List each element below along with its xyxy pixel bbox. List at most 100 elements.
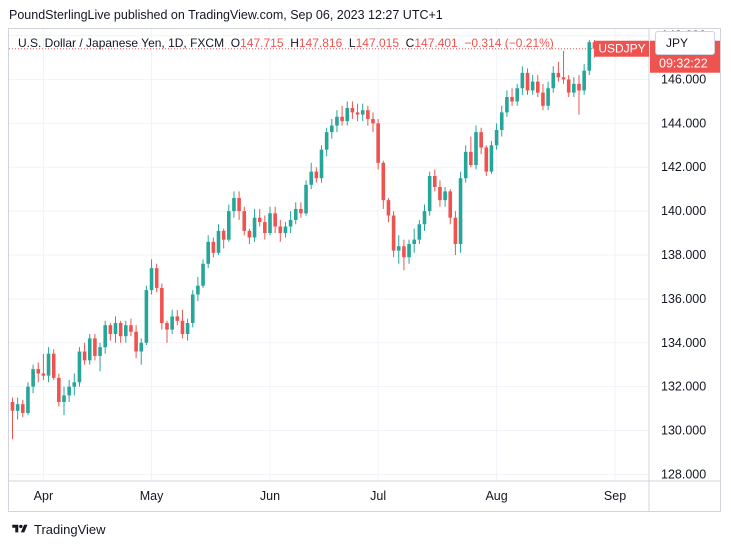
candle[interactable]: [113, 316, 118, 343]
candle[interactable]: [376, 118, 380, 170]
candle[interactable]: [77, 347, 82, 387]
candle[interactable]: [499, 105, 504, 137]
candle[interactable]: [546, 81, 550, 111]
candle[interactable]: [345, 101, 350, 126]
candle[interactable]: [257, 208, 262, 227]
candle[interactable]: [185, 318, 190, 341]
candle[interactable]: [479, 127, 483, 155]
candle[interactable]: [463, 145, 468, 183]
candle[interactable]: [252, 208, 257, 242]
candle[interactable]: [551, 66, 556, 93]
candle[interactable]: [572, 77, 576, 98]
candle[interactable]: [237, 191, 241, 220]
candle[interactable]: [360, 103, 365, 122]
candle[interactable]: [201, 259, 205, 288]
candle[interactable]: [381, 160, 386, 209]
candle[interactable]: [72, 373, 77, 396]
candle[interactable]: [211, 237, 216, 258]
candle[interactable]: [391, 211, 396, 258]
candle[interactable]: [288, 211, 293, 234]
chart-container[interactable]: 128.000 130.000 132.000 134.000 136.000 138.0…: [8, 28, 721, 512]
x-axis[interactable]: Apr May Jun Jul Aug Sep: [9, 480, 720, 503]
candle[interactable]: [15, 397, 20, 420]
candle[interactable]: [293, 202, 298, 225]
candle[interactable]: [221, 228, 226, 249]
candle[interactable]: [335, 110, 339, 133]
candle[interactable]: [21, 399, 25, 418]
candle[interactable]: [592, 39, 597, 58]
candle[interactable]: [371, 112, 375, 133]
candle[interactable]: [87, 333, 92, 365]
candle[interactable]: [62, 386, 66, 416]
candlestick-chart[interactable]: 128.000 130.000 132.000 134.000 136.000 138.0…: [9, 29, 720, 511]
candle[interactable]: [484, 145, 489, 177]
candle[interactable]: [108, 323, 113, 341]
candle[interactable]: [196, 276, 200, 302]
candle[interactable]: [134, 325, 138, 359]
candle[interactable]: [530, 75, 535, 95]
candle[interactable]: [324, 127, 329, 157]
candle[interactable]: [165, 320, 169, 343]
candle[interactable]: [314, 167, 319, 183]
candle[interactable]: [190, 290, 195, 328]
candle[interactable]: [422, 204, 427, 231]
tradingview-brand[interactable]: TradingView: [34, 521, 106, 537]
candle[interactable]: [541, 83, 545, 111]
candle[interactable]: [350, 101, 355, 119]
candle[interactable]: [402, 239, 406, 271]
candle[interactable]: [469, 136, 473, 168]
candle[interactable]: [304, 180, 308, 216]
candle[interactable]: [340, 105, 344, 126]
candle[interactable]: [417, 219, 422, 245]
candle[interactable]: [46, 347, 51, 383]
candle[interactable]: [427, 171, 432, 216]
candle[interactable]: [175, 309, 180, 326]
candle[interactable]: [515, 83, 519, 106]
candle[interactable]: [494, 123, 499, 150]
candle[interactable]: [453, 211, 458, 255]
candle[interactable]: [520, 66, 525, 95]
candle[interactable]: [561, 50, 566, 84]
candle[interactable]: [227, 204, 231, 242]
candle[interactable]: [489, 140, 494, 174]
candle[interactable]: [57, 373, 61, 407]
candle[interactable]: [263, 215, 267, 240]
candle[interactable]: [149, 259, 154, 295]
candle[interactable]: [299, 202, 303, 218]
candle[interactable]: [93, 333, 97, 361]
candle[interactable]: [582, 64, 586, 95]
candle[interactable]: [180, 309, 185, 339]
candle[interactable]: [67, 380, 71, 403]
tradingview-logo-icon[interactable]: [10, 523, 30, 535]
candle[interactable]: [309, 162, 313, 190]
candle[interactable]: [407, 239, 411, 264]
candle[interactable]: [82, 342, 87, 365]
candle[interactable]: [41, 353, 46, 381]
candle[interactable]: [139, 338, 144, 365]
candle[interactable]: [556, 61, 561, 82]
candle[interactable]: [278, 219, 283, 242]
candle[interactable]: [206, 235, 210, 269]
y-axis[interactable]: 128.000 130.000 132.000 134.000 136.000 138.0…: [648, 29, 706, 511]
candle[interactable]: [124, 320, 128, 343]
candle[interactable]: [536, 75, 540, 98]
candle[interactable]: [525, 68, 530, 95]
candle[interactable]: [283, 222, 288, 238]
candle[interactable]: [232, 191, 236, 218]
candle[interactable]: [366, 105, 370, 126]
candle[interactable]: [129, 318, 133, 337]
currency-button[interactable]: JPY: [655, 31, 715, 55]
candle[interactable]: [319, 145, 324, 183]
candle[interactable]: [26, 382, 30, 416]
candle[interactable]: [577, 75, 581, 115]
candle[interactable]: [160, 283, 164, 330]
candle[interactable]: [458, 171, 463, 253]
candle[interactable]: [330, 118, 334, 139]
candle[interactable]: [118, 320, 123, 343]
candle[interactable]: [144, 285, 149, 345]
candle[interactable]: [355, 103, 360, 122]
candle[interactable]: [433, 169, 437, 192]
candle[interactable]: [51, 349, 56, 381]
candle[interactable]: [247, 228, 252, 245]
candle[interactable]: [268, 206, 272, 236]
